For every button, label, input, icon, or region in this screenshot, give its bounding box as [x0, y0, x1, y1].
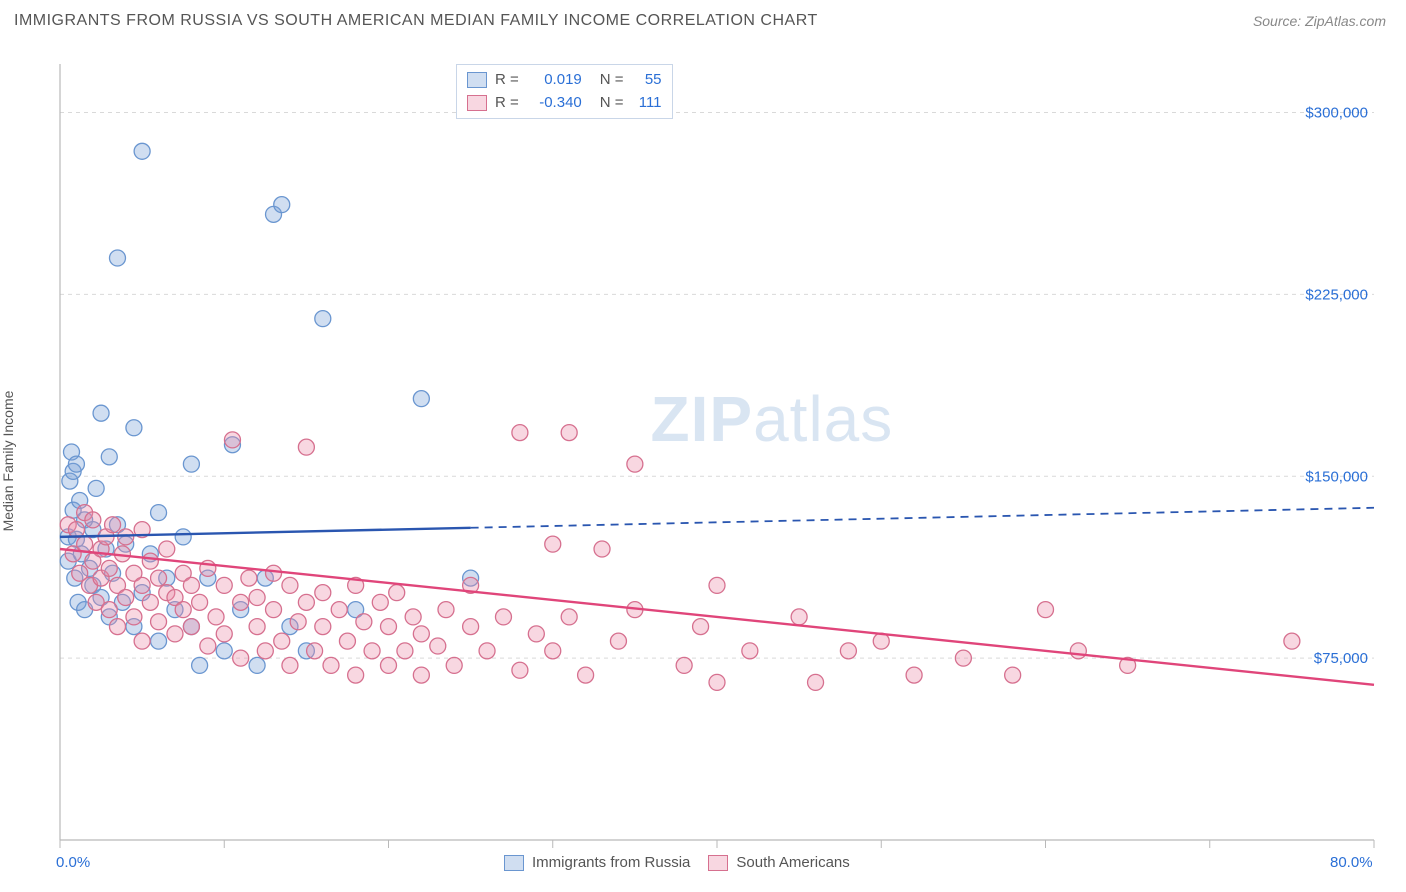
source-attribution: Source: ZipAtlas.com: [1253, 13, 1386, 29]
y-axis-label: Median Family Income: [0, 391, 16, 532]
svg-text:$300,000: $300,000: [1305, 105, 1368, 122]
series-legend-item: Immigrants from Russia: [504, 854, 690, 871]
stats-legend-row: R =-0.340N =111: [467, 92, 662, 115]
stats-legend-row: R =0.019N =55: [467, 69, 662, 92]
series-legend-item: South Americans: [708, 854, 849, 871]
stats-legend: R =0.019N =55R =-0.340N =111: [456, 64, 673, 119]
svg-text:$225,000: $225,000: [1305, 286, 1368, 303]
series-legend: Immigrants from Russia South Americans: [504, 854, 850, 871]
x-axis-min-label: 0.0%: [56, 854, 90, 871]
scatter-plot: $75,000 $150,000 $225,000 $300,000: [14, 44, 1392, 878]
svg-text:$75,000: $75,000: [1314, 650, 1368, 667]
chart-container: Median Family Income $75,000$150,000$225…: [14, 44, 1392, 878]
svg-text:$150,000: $150,000: [1305, 468, 1368, 485]
x-axis-max-label: 80.0%: [1330, 854, 1373, 871]
chart-title: IMMIGRANTS FROM RUSSIA VS SOUTH AMERICAN…: [14, 12, 818, 30]
